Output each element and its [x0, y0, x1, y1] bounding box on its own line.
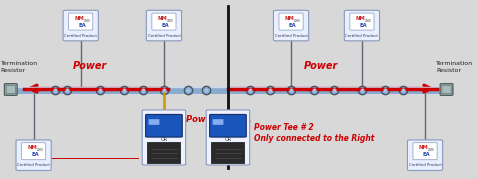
FancyBboxPatch shape	[344, 10, 380, 41]
Text: 2000: 2000	[294, 19, 300, 23]
Text: Power Tee # 2
Only connected to the Right: Power Tee # 2 Only connected to the Righ…	[254, 123, 375, 143]
Text: OR: OR	[161, 137, 167, 142]
Text: EA: EA	[289, 23, 297, 28]
Text: Power: Power	[304, 61, 338, 71]
Text: 2000: 2000	[365, 19, 371, 23]
Text: Termination
Resistor: Termination Resistor	[0, 61, 38, 73]
FancyBboxPatch shape	[206, 110, 250, 165]
FancyBboxPatch shape	[152, 13, 176, 30]
FancyBboxPatch shape	[142, 110, 185, 165]
FancyBboxPatch shape	[407, 140, 443, 170]
Text: Power: Power	[73, 61, 107, 71]
Bar	[211, 142, 244, 163]
FancyBboxPatch shape	[63, 10, 98, 41]
Text: Certified Product: Certified Product	[148, 33, 180, 38]
Text: EA: EA	[423, 152, 431, 157]
FancyBboxPatch shape	[16, 140, 51, 170]
Text: OR: OR	[224, 137, 231, 142]
Text: 2000: 2000	[167, 19, 173, 23]
Text: Certified Product: Certified Product	[64, 33, 97, 38]
Text: 2000: 2000	[83, 19, 90, 23]
Text: Certified Product: Certified Product	[409, 163, 442, 167]
Text: NM: NM	[355, 16, 365, 21]
FancyBboxPatch shape	[69, 13, 93, 30]
FancyBboxPatch shape	[146, 114, 182, 137]
Text: NM: NM	[157, 16, 167, 21]
Text: Power Tee # 1: Power Tee # 1	[186, 115, 251, 124]
FancyBboxPatch shape	[273, 10, 309, 41]
FancyBboxPatch shape	[22, 143, 46, 160]
Text: NM: NM	[27, 145, 37, 150]
Text: Termination
Resistor: Termination Resistor	[436, 61, 473, 73]
FancyBboxPatch shape	[350, 13, 374, 30]
FancyBboxPatch shape	[413, 143, 437, 160]
FancyBboxPatch shape	[4, 84, 17, 95]
FancyBboxPatch shape	[146, 10, 182, 41]
FancyBboxPatch shape	[213, 119, 223, 125]
Text: Certified Product: Certified Product	[17, 163, 50, 167]
FancyBboxPatch shape	[440, 84, 453, 95]
FancyBboxPatch shape	[442, 85, 451, 94]
Text: NM: NM	[74, 16, 84, 21]
Text: NM: NM	[418, 145, 428, 150]
Text: EA: EA	[32, 152, 39, 157]
Text: EA: EA	[78, 23, 87, 28]
Text: 2000: 2000	[36, 148, 43, 153]
Bar	[147, 142, 181, 163]
FancyBboxPatch shape	[210, 114, 246, 137]
Text: EA: EA	[162, 23, 170, 28]
Text: EA: EA	[360, 23, 368, 28]
FancyBboxPatch shape	[279, 13, 303, 30]
Text: Certified Product: Certified Product	[346, 33, 379, 38]
FancyBboxPatch shape	[6, 85, 15, 94]
Text: 2000: 2000	[428, 148, 435, 153]
Text: Certified Product: Certified Product	[275, 33, 307, 38]
FancyBboxPatch shape	[149, 119, 160, 125]
Text: NM: NM	[284, 16, 294, 21]
